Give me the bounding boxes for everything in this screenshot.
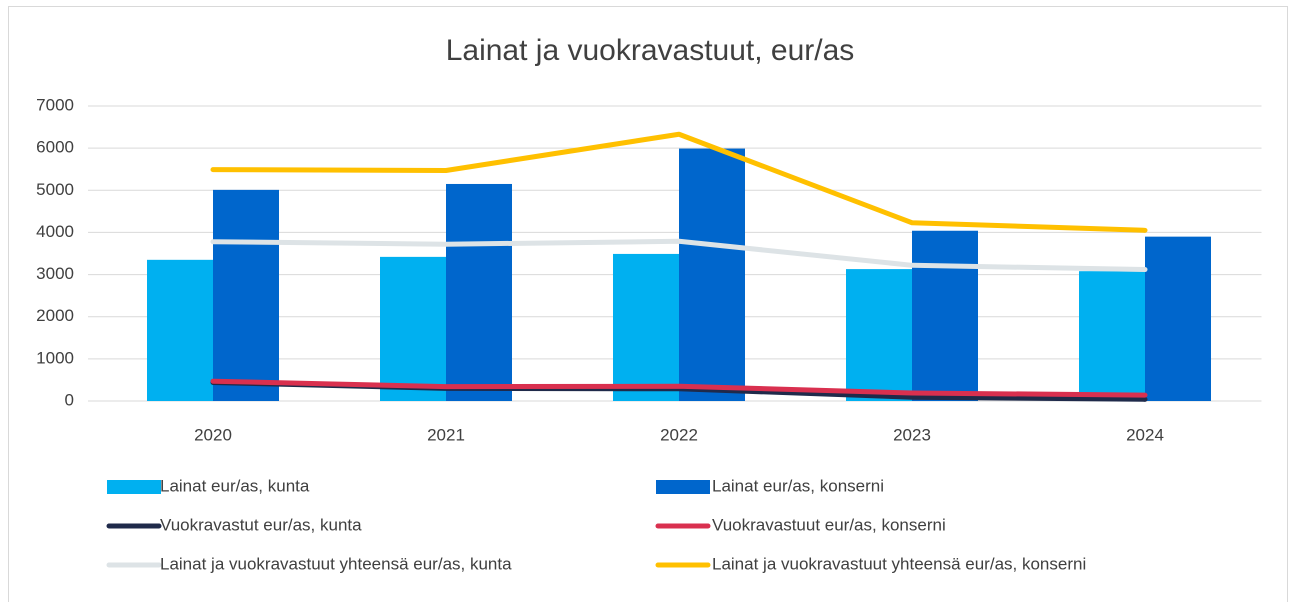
- y-tick-label: 7000: [36, 95, 74, 114]
- line: [210, 131, 1148, 233]
- bar: [147, 259, 213, 401]
- bar: [846, 269, 912, 401]
- x-tick-label: 2024: [1126, 425, 1164, 444]
- x-tick-label: 2020: [194, 425, 232, 444]
- y-tick-label: 4000: [36, 222, 74, 241]
- legend-label: Lainat ja vuokravastuut yhteensä eur/as,…: [160, 554, 512, 573]
- y-tick-label: 2000: [36, 306, 74, 325]
- y-tick-label: 3000: [36, 264, 74, 283]
- x-tick-label: 2021: [427, 425, 465, 444]
- legend-swatch: [107, 480, 161, 494]
- y-tick-label: 1000: [36, 348, 74, 367]
- y-tick-label: 5000: [36, 180, 74, 199]
- chart-title: Lainat ja vuokravastuut, eur/as: [446, 34, 855, 67]
- legend-swatch: [656, 480, 710, 494]
- bar: [380, 256, 446, 401]
- bar: [213, 189, 279, 401]
- y-tick-label: 6000: [36, 138, 74, 157]
- bar: [613, 253, 679, 401]
- x-tick-label: 2022: [660, 425, 698, 444]
- bar: [912, 230, 978, 401]
- bar: [1145, 236, 1211, 401]
- bar: [1079, 271, 1145, 401]
- legend-label: Vuokravastut eur/as, kunta: [160, 515, 362, 534]
- x-tick-label: 2023: [893, 425, 931, 444]
- bar: [446, 183, 512, 401]
- line: [210, 378, 1148, 398]
- legend-label: Lainat eur/as, konserni: [712, 476, 884, 495]
- legend-label: Vuokravastuut eur/as, konserni: [712, 515, 946, 534]
- bar: [679, 148, 745, 401]
- y-tick-label: 0: [65, 390, 74, 409]
- legend-label: Lainat eur/as, kunta: [160, 476, 310, 495]
- legend-label: Lainat ja vuokravastuut yhteensä eur/as,…: [712, 554, 1086, 573]
- line: [210, 238, 1148, 273]
